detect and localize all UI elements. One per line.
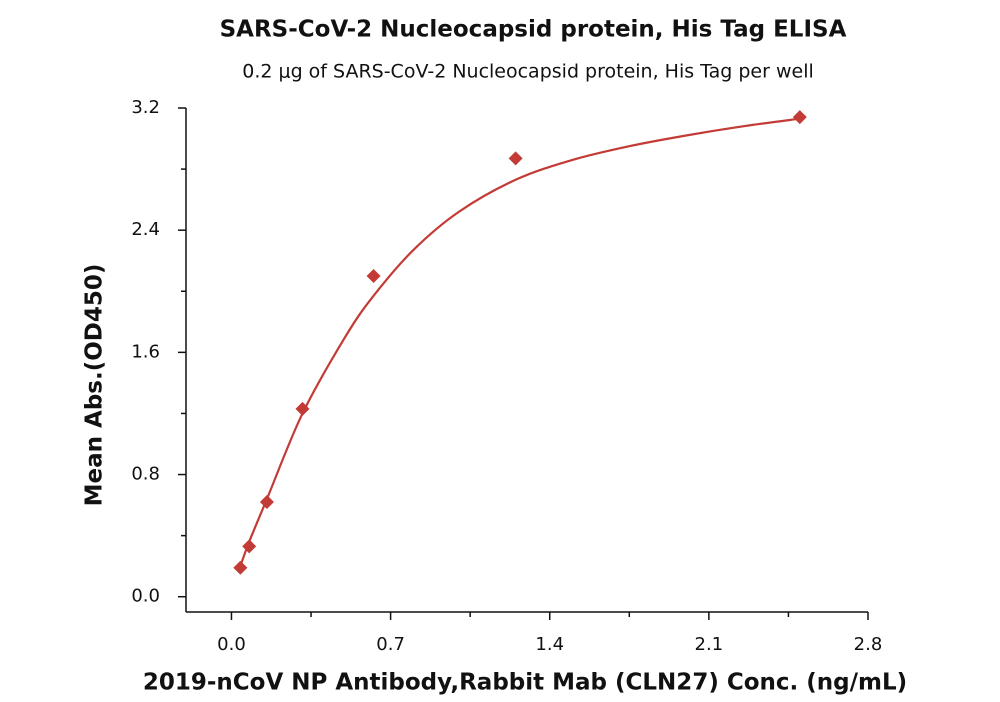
- y-tick-label: 2.4: [131, 219, 160, 240]
- data-point: [242, 539, 257, 554]
- x-tick-label: 0.0: [217, 634, 246, 655]
- data-point: [233, 560, 248, 575]
- x-tick-label: 1.4: [535, 634, 564, 655]
- y-tick-label: 3.2: [131, 97, 160, 118]
- x-tick-label: 0.7: [376, 634, 405, 655]
- fit-curve: [239, 117, 800, 567]
- chart-subtitle: 0.2 μg of SARS-CoV-2 Nucleocapsid protei…: [242, 61, 814, 83]
- y-tick-label: 1.6: [131, 341, 160, 362]
- x-axis-label: 2019-nCoV NP Antibody,Rabbit Mab (CLN27)…: [143, 670, 907, 696]
- y-tick-label: 0.8: [131, 464, 160, 485]
- y-tick-label: 0.0: [131, 586, 160, 607]
- data-point: [366, 269, 381, 283]
- chart-title: SARS-CoV-2 Nucleocapsid protein, His Tag…: [220, 17, 847, 43]
- data-point: [295, 401, 310, 416]
- data-point: [508, 151, 523, 166]
- data-point: [259, 495, 274, 510]
- y-axis-label: Mean Abs.(OD450): [82, 264, 108, 507]
- data-point: [792, 110, 807, 125]
- x-tick-label: 2.1: [695, 634, 724, 655]
- x-tick-label: 2.8: [854, 634, 883, 655]
